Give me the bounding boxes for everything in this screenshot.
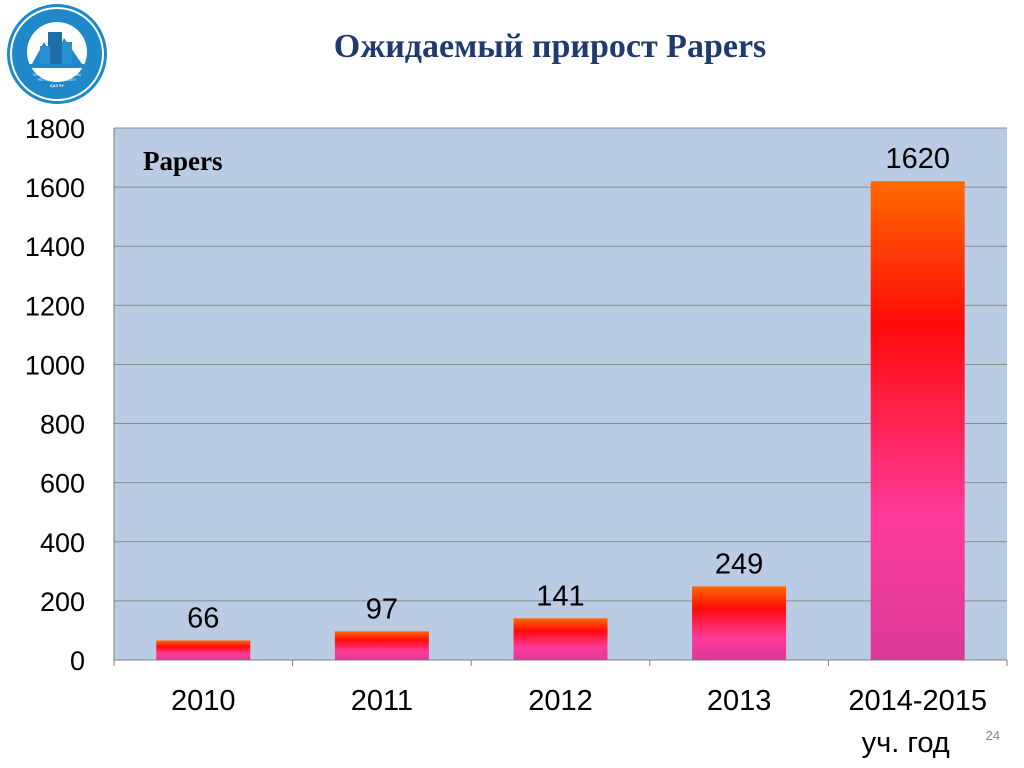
x-tick-label: 2010 bbox=[171, 685, 236, 717]
y-tick-label: 1800 bbox=[25, 114, 85, 144]
legend-label: Papers bbox=[143, 146, 222, 176]
slide-number: 24 bbox=[985, 728, 1000, 743]
data-label: 249 bbox=[715, 548, 763, 580]
logo-text-line-1: ӘЛ-ФАРАБИ АТЫНДАҒЫ ҚАЗАҚ bbox=[33, 73, 81, 77]
y-tick-label: 600 bbox=[40, 469, 85, 499]
data-label: 1620 bbox=[885, 143, 950, 175]
bar bbox=[334, 631, 429, 660]
x-tick-label: 2012 bbox=[528, 685, 593, 717]
y-tick-label: 200 bbox=[40, 587, 85, 617]
y-tick-label: 400 bbox=[40, 528, 85, 558]
y-tick-label: 1400 bbox=[25, 232, 85, 262]
bar bbox=[156, 640, 251, 660]
logo-text-line-3: ҚАЗ ҰУ bbox=[50, 83, 64, 88]
y-tick-label: 0 bbox=[70, 646, 85, 676]
data-label: 66 bbox=[187, 602, 219, 634]
bar bbox=[692, 586, 787, 660]
x-tick-label: 2013 bbox=[707, 685, 772, 717]
x-tick-label: уч. год bbox=[862, 727, 950, 759]
bar bbox=[513, 618, 608, 660]
slide-title: Ожидаемый прирост Papers bbox=[333, 28, 767, 65]
plot-area bbox=[114, 128, 1007, 660]
y-tick-label: 1200 bbox=[25, 291, 85, 321]
university-logo: ӘЛ-ФАРАБИ АТЫНДАҒЫ ҚАЗАҚ ҰЛТТЫҚ УНИВЕРСИ… bbox=[7, 4, 107, 104]
y-tick-label: 800 bbox=[40, 410, 85, 440]
logo-text-line-2: ҰЛТТЫҚ УНИВЕРСИТЕТІ bbox=[38, 78, 76, 82]
x-tick-label: 2014-2015 bbox=[848, 685, 987, 717]
y-tick-label: 1000 bbox=[25, 350, 85, 380]
data-label: 141 bbox=[536, 580, 584, 612]
data-label: 97 bbox=[366, 593, 398, 625]
y-tick-label: 1600 bbox=[25, 173, 85, 203]
bar bbox=[870, 181, 965, 660]
x-tick-label: 2011 bbox=[351, 685, 413, 717]
